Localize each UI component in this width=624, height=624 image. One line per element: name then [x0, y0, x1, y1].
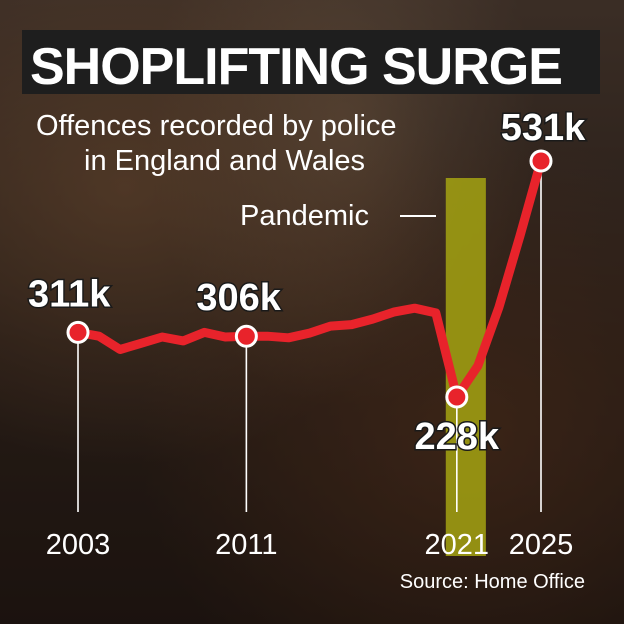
x-axis-tick-labels: 2003 2011 2021 2025 — [46, 529, 574, 561]
pandemic-label: Pandemic — [240, 200, 369, 232]
x-tick-2003: 2003 — [46, 529, 111, 561]
chart-subtitle-line1: Offences recorded by police — [36, 110, 397, 142]
point-2003 — [66, 320, 90, 344]
title-background — [22, 30, 600, 94]
x-tick-2025: 2025 — [509, 529, 574, 561]
point-2011 — [234, 324, 258, 348]
point-2021 — [445, 385, 469, 409]
value-label-2025: 531k — [501, 107, 586, 149]
chart-subtitle-line2: in England and Wales — [84, 145, 365, 177]
point-2025 — [529, 149, 553, 173]
highlight-points — [66, 149, 553, 409]
value-label-2011: 306k — [196, 277, 281, 319]
value-label-2021: 228k — [415, 416, 500, 458]
series-line-shoplifting — [73, 156, 546, 402]
source-note: Source: Home Office — [400, 571, 585, 593]
chart-title: SHOPLIFTING SURGE — [30, 38, 562, 96]
year-guide-lines — [77, 161, 542, 512]
x-tick-2021: 2021 — [425, 529, 490, 561]
value-labels: 311k 306k 228k 531k — [27, 106, 588, 460]
value-label-2003: 311k — [28, 273, 111, 315]
x-tick-2011: 2011 — [215, 529, 277, 561]
